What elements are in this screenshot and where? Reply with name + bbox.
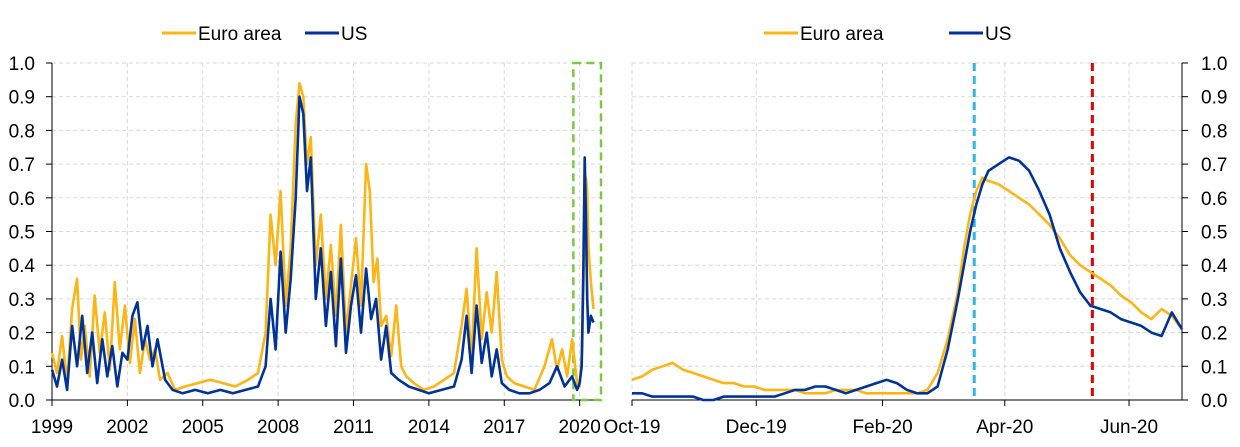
right-legend-label-euro-area: Euro area <box>800 24 884 45</box>
left-y-tick-label: 0.9 <box>9 88 35 109</box>
left-y-tick-label: 1.0 <box>9 54 35 75</box>
right-chart <box>631 31 1188 406</box>
left-legend-label-euro-area: Euro area <box>198 24 282 45</box>
left-y-tick-label: 0.2 <box>9 324 35 345</box>
left-chart <box>46 31 603 406</box>
right-legend-label-us: US <box>985 24 1011 45</box>
left-y-tick-label: 0.6 <box>9 189 35 210</box>
right-y-tick-label: 0.5 <box>1201 223 1227 244</box>
right-y-tick-label: 0.4 <box>1201 256 1228 277</box>
left-y-tick-label: 0.7 <box>9 155 35 176</box>
left-y-tick-label: 0.8 <box>9 121 35 142</box>
left-x-tick-label: 2014 <box>408 417 451 438</box>
left-y-tick-label: 0.5 <box>9 223 35 244</box>
right-x-tick-label: Jun-20 <box>1100 417 1158 438</box>
right-x-tick-label: Dec-19 <box>726 417 787 438</box>
left-x-tick-label: 2005 <box>182 417 224 438</box>
left-x-tick-label: 2020 <box>559 417 601 438</box>
left-x-tick-label: 2011 <box>333 417 374 438</box>
left-y-tick-label: 0.0 <box>9 391 35 412</box>
right-y-tick-label: 1.0 <box>1201 54 1227 75</box>
covid-period-highlight-box <box>572 61 603 402</box>
right-y-tick-label: 0.0 <box>1201 391 1227 412</box>
left-y-tick-label: 0.3 <box>9 290 35 311</box>
right-y-tick-label: 0.8 <box>1201 121 1227 142</box>
right-series-us-line <box>632 156 1184 402</box>
left-x-tick-label: 1999 <box>31 417 73 438</box>
left-legend-label-us: US <box>341 24 367 45</box>
left-x-tick-label: 2017 <box>483 417 525 438</box>
left-series-euro-area-line <box>50 81 595 392</box>
right-y-tick-label: 0.7 <box>1201 155 1227 176</box>
right-x-tick-label: Apr-20 <box>976 417 1033 438</box>
right-y-tick-label: 0.2 <box>1201 324 1227 345</box>
left-x-tick-label: 2008 <box>257 417 299 438</box>
left-y-tick-label: 0.1 <box>9 357 35 378</box>
left-series-us-line <box>50 95 595 395</box>
left-x-tick-label: 2002 <box>106 417 148 438</box>
right-y-tick-label: 0.1 <box>1201 357 1227 378</box>
right-y-tick-label: 0.3 <box>1201 290 1227 311</box>
left-y-tick-label: 0.4 <box>9 256 36 277</box>
right-y-tick-label: 0.6 <box>1201 189 1227 210</box>
right-x-tick-label: Oct-19 <box>603 417 660 438</box>
right-x-tick-label: Feb-20 <box>852 417 912 438</box>
right-y-tick-label: 0.9 <box>1201 88 1227 109</box>
right-series-euro-area-line <box>631 176 1184 395</box>
